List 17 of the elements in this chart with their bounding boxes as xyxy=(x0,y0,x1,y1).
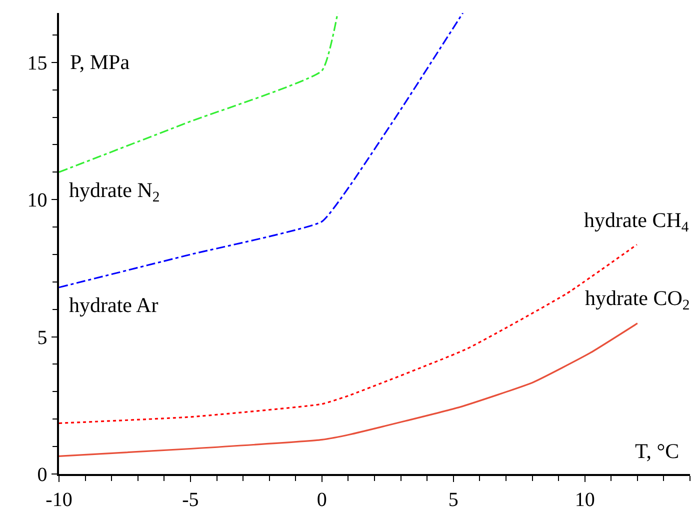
x-tick-label: 5 xyxy=(448,488,458,511)
line-series xyxy=(59,13,464,288)
line-series xyxy=(59,13,338,173)
y-tick-label: 10 xyxy=(27,190,48,212)
series-label: hydrate N$_{2}$ xyxy=(69,178,160,206)
series-label: hydrate Ar xyxy=(69,293,158,317)
series-label: hydrate CO$_{2}$ xyxy=(585,286,690,314)
x-tick-label: -10 xyxy=(46,488,72,511)
y-tick-label: 0 xyxy=(37,464,48,486)
x-axis-title: T, °C xyxy=(635,439,680,463)
y-tick-label: 15 xyxy=(27,52,48,74)
series-label: hydrate CH$_{4}$ xyxy=(584,208,690,236)
x-tick-label: -5 xyxy=(182,488,199,511)
y-axis-title: P, MPa xyxy=(70,50,130,74)
x-tick-label: 10 xyxy=(574,488,595,511)
y-tick-label: 5 xyxy=(37,326,48,349)
x-tick-label: 0 xyxy=(316,488,327,511)
